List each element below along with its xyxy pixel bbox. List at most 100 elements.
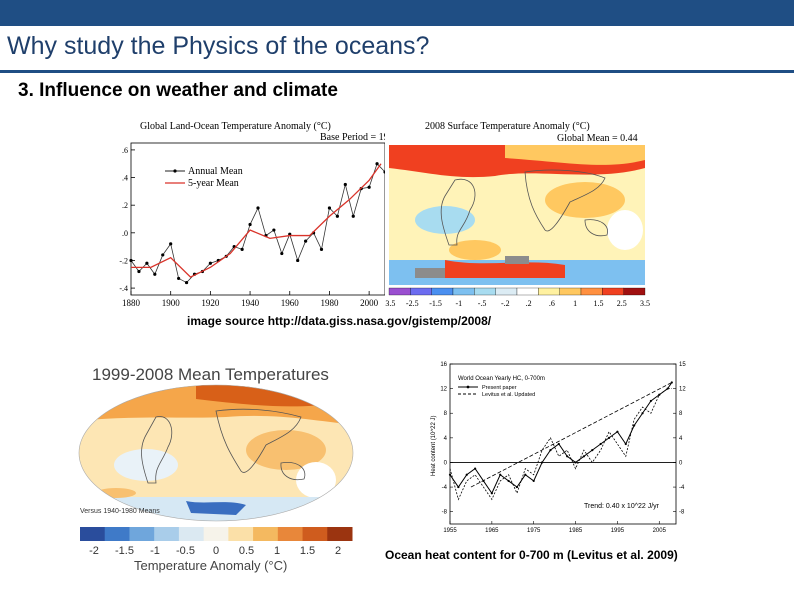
chart1-annual-point [161, 253, 165, 257]
globe-colorbar-swatch [253, 527, 279, 541]
chart1-annual-point [184, 280, 189, 285]
chart4-ytick-right-label: 8 [679, 411, 683, 417]
chart4-present-point [599, 442, 602, 446]
chart4-present-point [549, 449, 552, 452]
chart4-present-point [649, 399, 652, 403]
chart1-ytick-label: -.2 [119, 256, 128, 265]
globe-colorbar-swatch [104, 527, 130, 541]
map1-colorbar-label: -.2 [501, 299, 510, 308]
globe-colorbar-swatch [228, 527, 254, 541]
globe-colorbar-label: 0.5 [239, 545, 254, 557]
chart1-xtick-label: 2000 [360, 298, 379, 308]
chart1-ytick-label: .4 [122, 174, 128, 183]
globe-colorbar-swatch [80, 527, 106, 541]
globe-colorbar-swatch [154, 527, 180, 541]
map1-colorbar-swatch [495, 287, 518, 296]
chart4-ytick-left-label: 0 [444, 460, 448, 466]
globe-field [79, 385, 353, 521]
chart1-legend-5yr: 5-year Mean [188, 178, 239, 189]
chart4-ytick-left-label: 16 [440, 362, 447, 368]
chart1-annual-point [248, 222, 252, 227]
chart1-annual-point [256, 206, 260, 210]
map1-colorbar-label: -3.5 [385, 299, 395, 308]
map1-colorbar-swatch [623, 287, 646, 296]
chart4-ytick-right-label: 12 [679, 387, 686, 393]
chart1-annual-point [145, 261, 149, 265]
chart4-present-point [457, 485, 460, 489]
chart1-ytick-label: .2 [122, 201, 128, 210]
chart1-ytick-label: .6 [122, 146, 128, 155]
chart1-annual-point [153, 272, 157, 276]
globe-colorbar-label: -1 [150, 545, 160, 557]
chart4-present-point [474, 467, 477, 470]
top-banner [0, 0, 794, 26]
map1-colorbar-label: -1 [455, 299, 462, 308]
chart4-present-point [616, 430, 619, 433]
chart1-subtitle: Base Period = 1951-1980 [320, 132, 390, 143]
globe-colorbar-swatch [203, 527, 229, 541]
chart1-ytick-label: -.4 [119, 284, 128, 293]
chart1-xtick-label: 1980 [320, 298, 339, 308]
chart1-annual-point [177, 276, 181, 281]
chart4-present-point [490, 492, 493, 495]
chart4-present-point [574, 461, 577, 464]
chart4-present-point [499, 473, 502, 476]
slide-subtitle: 3. Influence on weather and climate [18, 80, 338, 101]
globe-colorbar-label: 2 [335, 545, 341, 557]
chart4-ytick-right-label: -4 [679, 485, 685, 491]
chart4-trend-line [470, 382, 672, 488]
chart1-annual-point [335, 214, 339, 218]
chart1-annual-point [296, 258, 300, 263]
chart4-ylabel: Heat content (10^22 J) [431, 415, 437, 476]
chart1-annual-point [367, 185, 371, 189]
chart4-legend: World Ocean Yearly HC, 0-700m Present pa… [458, 376, 545, 398]
chart4-present-point [641, 412, 644, 415]
chart4-legend-levitus: Levitus et al. Updated [482, 392, 535, 398]
chart4-present-point [465, 473, 468, 476]
map1-colorbar-swatch [516, 287, 539, 296]
chart4-xtick-label: 1965 [485, 528, 499, 534]
map1-colorbar-label: 3.5 [640, 299, 650, 308]
globe-colorbar-swatch [178, 527, 205, 541]
map1-title: 2008 Surface Temperature Anomaly (°C) [425, 121, 590, 132]
ocean-heat-content-chart: Heat content (10^22 J) World Ocean Yearl… [424, 358, 694, 540]
chart4-present-point [582, 455, 586, 458]
chart1-5yr-line [131, 163, 382, 278]
map1-subtitle: Global Mean = 0.44 [557, 133, 638, 144]
chart1-xtick-label: 1920 [201, 298, 220, 308]
chart1-annual-point [208, 261, 212, 265]
map1-colorbar-label: 2.5 [617, 299, 627, 308]
chart4-ytick-left-label: -4 [442, 485, 448, 491]
giss-source-caption: image source http://data.giss.nasa.gov/g… [187, 314, 492, 328]
chart4-ytick-left-label: 4 [444, 436, 448, 442]
chart4-ytick-right-label: -8 [679, 510, 685, 516]
chart4-present-point [540, 461, 544, 464]
chart4-ytick-left-label: 8 [444, 411, 448, 417]
map1-colorbar-swatch [538, 287, 560, 296]
chart4-xtick-label: 1985 [569, 528, 583, 534]
chart4-present-point [670, 381, 673, 384]
chart1-annual-point [319, 247, 324, 251]
chart4-present-point [591, 449, 594, 452]
chart4-present-point [666, 387, 669, 390]
chart4-present-point [448, 473, 452, 476]
map1-field [389, 145, 645, 285]
global-temperature-chart: Global Land-Ocean Temperature Anomaly (°… [115, 110, 390, 310]
chart1-annual-point [375, 162, 379, 166]
map1-colorbar-swatch [388, 287, 411, 296]
globe-colorbar-label: 1 [274, 545, 280, 557]
globe-colorbar-title: Temperature Anomaly (°C) [134, 558, 287, 573]
surface-anomaly-map: 2008 Surface Temperature Anomaly (°C) Gl… [385, 110, 657, 310]
chart4-present-point [607, 436, 611, 439]
chart1-annual-point [280, 251, 284, 256]
map1-colorbar-label: .6 [549, 299, 555, 308]
chart4-xtick-label: 2005 [653, 528, 667, 534]
chart1-annual-point [240, 247, 244, 251]
globe-title: 1999-2008 Mean Temperatures [92, 365, 329, 384]
chart4-present-point [532, 479, 535, 483]
chart4-present-point [566, 455, 569, 458]
globe-colorbar-swatch [327, 527, 353, 541]
chart4-levitus-line [449, 388, 672, 501]
chart1-annual-point [351, 214, 355, 218]
chart4-present-point [524, 473, 527, 476]
